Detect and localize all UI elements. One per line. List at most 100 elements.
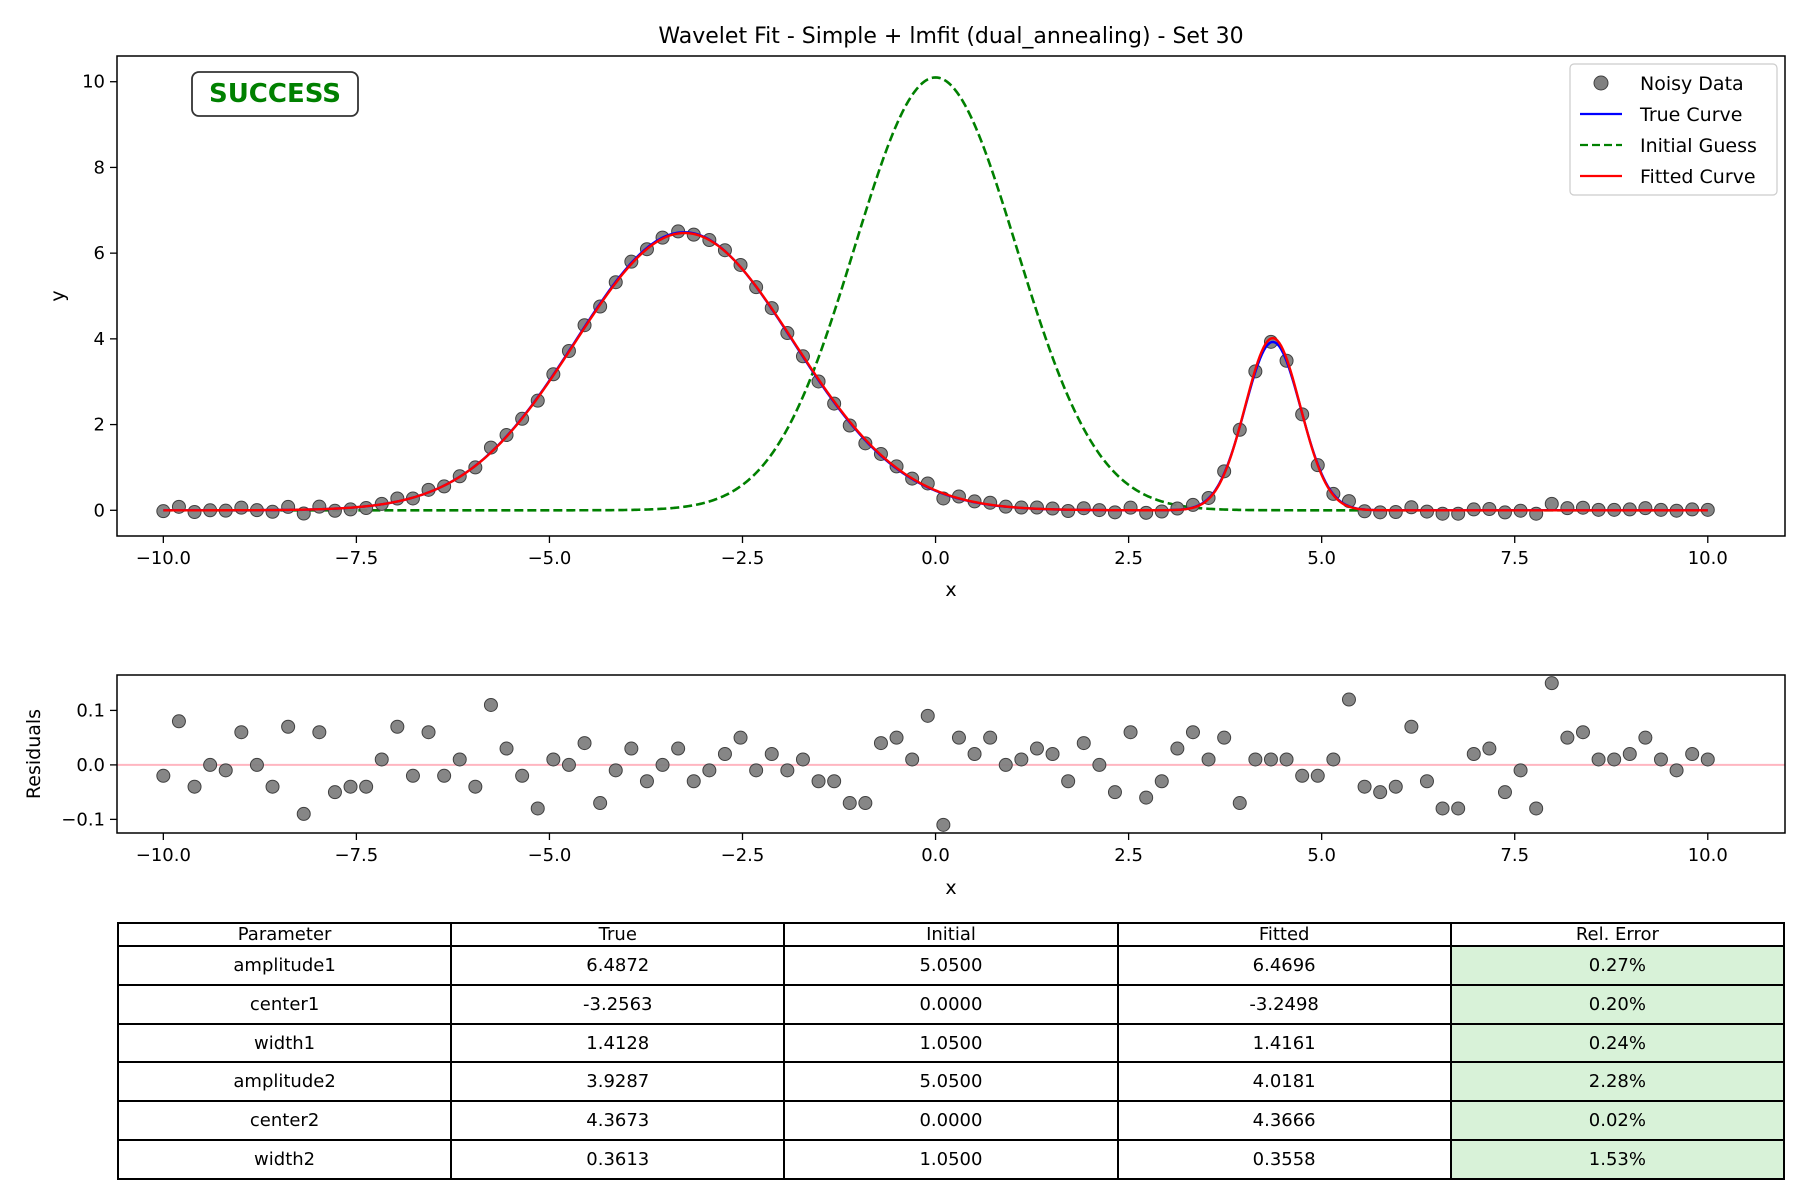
x-tick-label: 5.0: [1307, 548, 1336, 569]
residual-point: [1185, 725, 1200, 740]
table-header-cell: Fitted: [1116, 922, 1452, 947]
data-point: [1497, 505, 1512, 520]
residual-point: [421, 725, 436, 740]
initial-guess-line: [163, 76, 1708, 512]
x-tick-label: −7.5: [335, 845, 379, 866]
y-tick-label: 10: [82, 72, 105, 93]
residual-point: [203, 757, 218, 772]
residual-point: [749, 763, 764, 778]
data-point: [187, 504, 202, 519]
table-body: amplitude1 6.4872 5.0500 6.4696 0.27% center1…: [116, 945, 1786, 1180]
legend-label-fitted-curve: Fitted Curve: [1640, 166, 1756, 188]
data-point: [1404, 500, 1419, 515]
legend: Noisy Data True Curve Initial Guess Fitt…: [1569, 63, 1778, 196]
residual-point: [171, 714, 186, 729]
residual-point: [452, 752, 467, 767]
data-point: [234, 500, 249, 515]
residual-point: [1107, 785, 1122, 800]
residual-point: [1669, 763, 1684, 778]
residual-point: [795, 752, 810, 767]
residual-point: [593, 796, 608, 811]
residual-point: [483, 697, 498, 712]
x-tick-label: 0.0: [921, 845, 950, 866]
residual-point: [1357, 779, 1372, 794]
residual-point: [468, 779, 483, 794]
residual-point: [1466, 747, 1481, 761]
residual-point: [920, 708, 935, 723]
status-badge-box: [191, 71, 359, 117]
table-cell: amplitude1: [116, 945, 453, 986]
data-point: [1076, 501, 1091, 516]
x-tick-label: 2.5: [1114, 845, 1143, 866]
residual-point: [499, 741, 514, 756]
residual-point: [218, 763, 233, 778]
data-point: [1482, 502, 1497, 516]
main-plot: Wavelet Fit - Simple + lmfit (dual_annea…: [47, 24, 1786, 601]
residual-point: [1419, 774, 1434, 789]
data-point: [327, 503, 342, 518]
residual-point: [296, 806, 311, 821]
residual-point: [1295, 768, 1310, 783]
residuals-series: [117, 676, 1785, 832]
x-tick-label: 10.0: [1688, 845, 1728, 866]
residual-point: [1451, 801, 1466, 816]
fitted-curve-line: [163, 231, 1708, 512]
table-cell: 3.9287: [450, 1061, 786, 1103]
residual-point: [1575, 725, 1590, 740]
x-tick-label: 7.5: [1500, 548, 1529, 569]
table-cell: 0.3558: [1116, 1139, 1452, 1180]
y-tick-label: 6: [94, 243, 105, 264]
residual-point: [1404, 719, 1419, 734]
data-point: [359, 501, 374, 516]
residual-point: [764, 747, 779, 761]
table-cell: -3.2563: [450, 983, 786, 1025]
residual-point: [639, 774, 654, 789]
x-tick-label: −10.0: [136, 845, 191, 866]
residual-point: [1201, 752, 1216, 767]
residual-point: [327, 785, 342, 800]
residual-point: [1279, 752, 1294, 767]
residual-point: [405, 768, 420, 783]
residual-point: [889, 730, 904, 745]
data-point: [1560, 501, 1575, 516]
residual-point: [1607, 752, 1622, 767]
table-cell: -3.2498: [1116, 983, 1452, 1025]
residual-point: [1170, 741, 1185, 756]
residual-point: [1700, 752, 1715, 767]
data-point: [1544, 496, 1559, 511]
x-tick-label: −5.0: [528, 845, 572, 866]
table-cell: 4.3666: [1116, 1100, 1452, 1142]
residual-point: [1045, 747, 1060, 761]
rel-error-cell: 1.53%: [1449, 1139, 1786, 1180]
table-cell: 1.4128: [450, 1022, 786, 1064]
true-curve-line: [163, 231, 1708, 512]
residual-point: [156, 768, 171, 783]
data-point: [343, 502, 358, 517]
table-row: amplitude1 6.4872 5.0500 6.4696 0.27%: [116, 945, 1786, 986]
main-axes-frame: [116, 55, 1786, 537]
y-tick-label: 0.0: [76, 755, 105, 776]
residual-point: [671, 741, 686, 756]
table-header-row: Parameter True Initial Fitted Rel. Error: [116, 922, 1786, 947]
table-cell: center2: [116, 1100, 453, 1142]
residual-point: [1513, 763, 1528, 778]
residual-point: [1388, 779, 1403, 794]
residual-point: [546, 752, 561, 767]
residual-point: [437, 768, 452, 783]
residual-point: [733, 730, 748, 745]
residual-point: [343, 779, 358, 794]
rel-error-cell: 0.20%: [1449, 983, 1786, 1025]
residual-point: [249, 757, 264, 772]
legend-label-true-curve: True Curve: [1639, 104, 1742, 126]
table-row: center1 -3.2563 0.0000 -3.2498 0.20%: [116, 983, 1786, 1025]
table-row: center2 4.3673 0.0000 4.3666 0.02%: [116, 1100, 1786, 1142]
table-cell: width2: [116, 1139, 453, 1180]
residual-point: [1482, 741, 1497, 756]
residual-point: [717, 747, 732, 761]
residual-point: [998, 757, 1013, 772]
residual-point: [1435, 801, 1450, 816]
table-header-cell: Parameter: [116, 922, 453, 947]
legend-label-initial-guess: Initial Guess: [1640, 135, 1757, 157]
table-row: width1 1.4128 1.0500 1.4161 0.24%: [116, 1022, 1786, 1064]
